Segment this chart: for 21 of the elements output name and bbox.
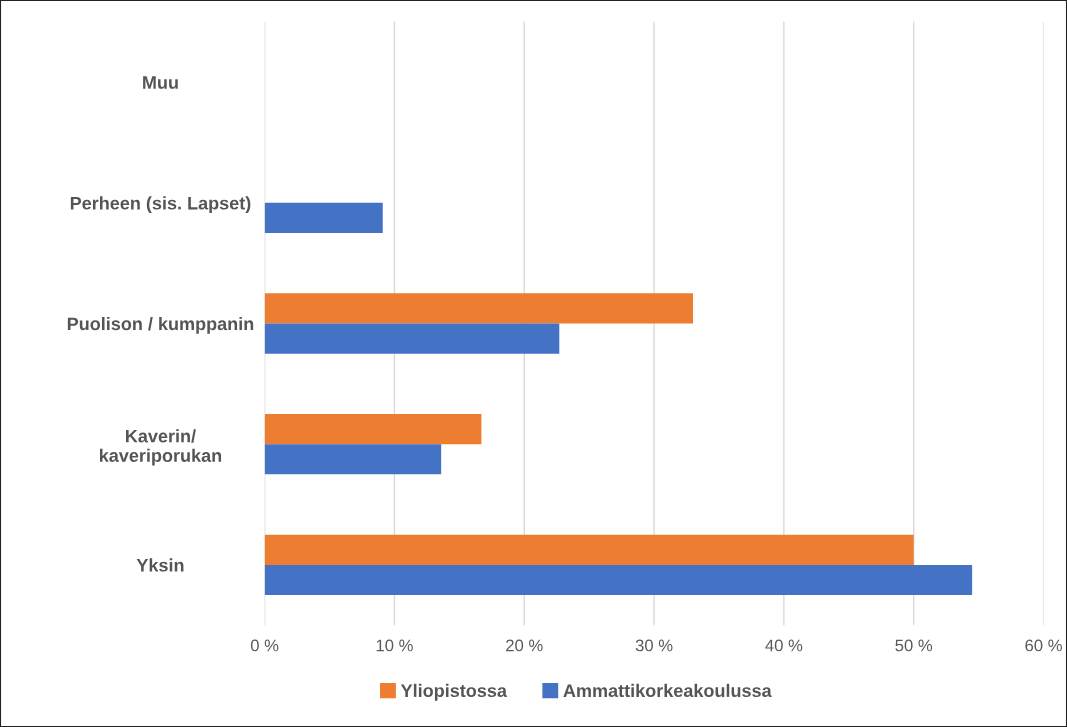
x-tick-label: 0 % xyxy=(250,639,279,652)
x-tick-label: 10 % xyxy=(376,639,413,652)
x-tick-label: 50 % xyxy=(895,639,933,652)
x-tick-label: 60 % xyxy=(1025,639,1062,652)
y-tick-label: Yksin xyxy=(136,558,184,572)
bar xyxy=(264,323,560,354)
bar xyxy=(264,414,482,445)
bar xyxy=(264,293,694,324)
bar xyxy=(264,564,973,596)
y-tick-label: Puolison / kumppanin xyxy=(67,316,254,334)
bar xyxy=(264,534,914,565)
bar xyxy=(264,202,383,233)
bar xyxy=(264,444,442,475)
x-tick-label: 20 % xyxy=(506,639,543,652)
y-tick-label: Perheen (sis. Lapset) xyxy=(70,196,251,214)
legend-label: Ammattikorkeakoulussa xyxy=(563,683,772,698)
legend-label: Yliopistossa xyxy=(400,683,508,701)
x-tick-label: 30 % xyxy=(635,639,673,652)
x-tick-label: 40 % xyxy=(765,639,803,652)
y-tick-label: Muu xyxy=(143,76,178,89)
y-tick-label: Kaverin/ kaveriporukan xyxy=(100,429,222,466)
